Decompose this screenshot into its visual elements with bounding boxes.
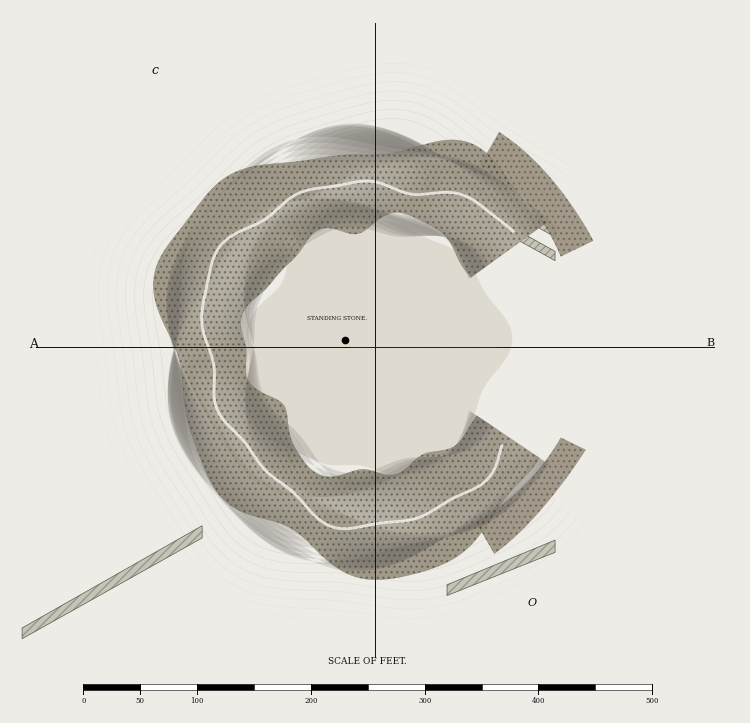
Text: STANDING STONE.: STANDING STONE. (308, 316, 368, 321)
Polygon shape (175, 150, 533, 537)
Polygon shape (232, 197, 496, 503)
Bar (254, 684, 311, 690)
Polygon shape (227, 192, 498, 508)
Polygon shape (170, 137, 542, 552)
Text: B: B (706, 338, 715, 348)
Polygon shape (458, 197, 555, 261)
Polygon shape (184, 161, 527, 534)
Text: 400: 400 (532, 697, 545, 705)
Polygon shape (180, 160, 529, 534)
Text: SCALE OF FEET.: SCALE OF FEET. (328, 657, 407, 666)
Polygon shape (166, 126, 548, 571)
Polygon shape (244, 221, 512, 478)
Polygon shape (242, 200, 494, 495)
Polygon shape (481, 132, 593, 257)
Bar (83, 684, 140, 690)
Polygon shape (177, 155, 530, 535)
Bar (482, 684, 538, 690)
Polygon shape (191, 166, 522, 531)
Polygon shape (153, 140, 549, 580)
Text: 200: 200 (304, 697, 318, 705)
Polygon shape (166, 124, 550, 570)
Polygon shape (167, 129, 548, 562)
Text: O: O (527, 598, 536, 608)
Polygon shape (166, 124, 549, 568)
Polygon shape (216, 182, 504, 516)
Polygon shape (166, 126, 548, 565)
Bar (424, 684, 482, 690)
Polygon shape (476, 437, 586, 554)
Text: A: A (29, 338, 38, 351)
Polygon shape (244, 200, 494, 493)
Polygon shape (188, 163, 525, 532)
Text: 0: 0 (81, 697, 86, 705)
Text: 50: 50 (136, 697, 145, 705)
Bar (311, 684, 368, 690)
Polygon shape (169, 134, 544, 556)
Text: 100: 100 (190, 697, 204, 705)
Polygon shape (244, 206, 489, 485)
Polygon shape (237, 198, 496, 499)
Polygon shape (168, 131, 546, 560)
Polygon shape (244, 202, 492, 491)
Bar (596, 684, 652, 690)
Polygon shape (22, 526, 203, 639)
Polygon shape (206, 174, 512, 523)
Polygon shape (458, 173, 555, 237)
Polygon shape (211, 178, 508, 521)
Polygon shape (244, 204, 490, 488)
Polygon shape (201, 171, 516, 526)
Text: c: c (152, 64, 159, 77)
Text: 300: 300 (418, 697, 431, 705)
Polygon shape (196, 168, 519, 529)
Polygon shape (447, 540, 555, 596)
Bar (368, 684, 424, 690)
Polygon shape (171, 142, 540, 547)
Bar (140, 684, 197, 690)
Bar (197, 684, 254, 690)
Bar (538, 684, 596, 690)
Polygon shape (172, 146, 537, 542)
Polygon shape (221, 187, 500, 513)
Text: 500: 500 (646, 697, 659, 705)
